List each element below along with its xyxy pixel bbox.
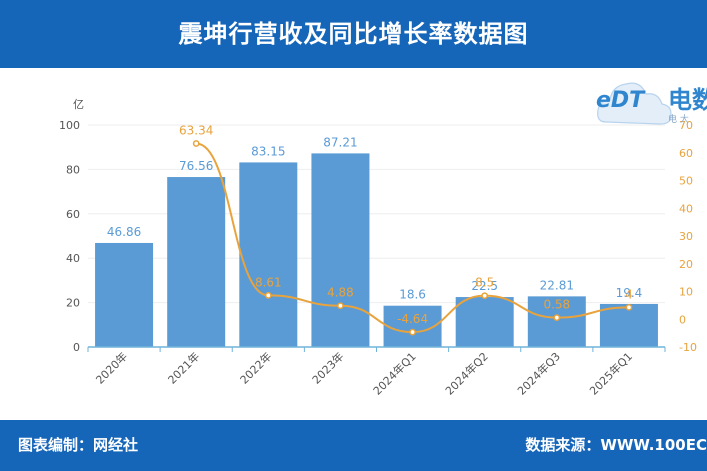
logo-subtext: 电 大 xyxy=(668,115,689,125)
x-tick-label: 2024年Q3 xyxy=(514,349,563,398)
cloud-icon xyxy=(597,82,672,125)
growth-point xyxy=(337,302,344,310)
x-tick-label: 2021年 xyxy=(165,349,202,386)
bar-value-label: 18.6 xyxy=(399,288,426,302)
growth-point xyxy=(264,292,272,299)
bar-value-label: 22.5 xyxy=(471,279,498,293)
growth-point xyxy=(553,314,561,321)
y-tick-label: 80 xyxy=(66,163,80,176)
growth-value-label: 4 xyxy=(625,287,633,301)
page-title: 震坤行营收及同比增长率数据图 xyxy=(178,20,529,48)
logo-chinese: 电数 xyxy=(668,86,707,114)
y2-tick-label: 0 xyxy=(679,313,686,326)
x-tick-label: 2020年 xyxy=(93,349,130,386)
growth-point xyxy=(481,292,489,300)
y-tick-label: 0 xyxy=(73,341,80,354)
bar-value-label: 19.4 xyxy=(616,286,643,300)
y2-tick-label: 70 xyxy=(679,119,693,132)
bar xyxy=(527,296,586,347)
bar xyxy=(383,305,442,347)
y-tick-label: 20 xyxy=(66,297,80,310)
bar-value-label: 83.15 xyxy=(251,144,285,158)
y-tick-label: 60 xyxy=(66,208,80,221)
bar xyxy=(455,297,514,347)
bar xyxy=(599,303,658,347)
header-bar: 震坤行营收及同比增长率数据图 xyxy=(0,0,707,68)
y2-tick-label: -10 xyxy=(679,341,697,354)
y2-tick-label: 50 xyxy=(679,175,693,188)
logo-brand: eDT xyxy=(596,88,645,113)
watermark-logo: eDT 电数 电 大 xyxy=(596,70,707,134)
bars xyxy=(95,153,658,347)
growth-value-label: 8.61 xyxy=(255,275,282,289)
growth-point xyxy=(625,303,633,311)
footer-bar: 图表编制：网经社 数据来源：WWW.100EC xyxy=(0,420,707,471)
y-tick-label: 40 xyxy=(66,252,80,265)
bar xyxy=(239,162,298,347)
y2-tick-label: 10 xyxy=(679,286,693,299)
growth-value-label: 63.34 xyxy=(179,123,213,137)
y-unit-label: 亿 xyxy=(73,98,84,111)
x-tick-label: 2024年Q2 xyxy=(442,349,491,398)
growth-point xyxy=(409,328,416,336)
y2-tick-label: 60 xyxy=(679,147,693,160)
footer-editor: 图表编制：网经社 xyxy=(18,436,139,454)
bar-value-label: 46.86 xyxy=(107,225,141,239)
data-labels: 46.86 76.56 83.15 87.21 18.6 22.5 22.81 19.4 63.… xyxy=(107,123,642,326)
x-tick-label: 2023年 xyxy=(309,349,346,386)
y2-tick-label: 30 xyxy=(679,230,693,243)
x-tick-label: 2022年 xyxy=(237,349,274,386)
growth-value-label: 0.58 xyxy=(543,298,570,312)
bar xyxy=(167,177,226,347)
growth-value-label: 4.88 xyxy=(327,286,354,300)
growth-point xyxy=(192,140,200,147)
bar xyxy=(311,153,370,347)
bar-value-label: 87.21 xyxy=(323,135,357,149)
bar-value-label: 76.56 xyxy=(179,159,213,173)
bar-value-label: 22.81 xyxy=(540,278,574,292)
y-tick-label: 100 xyxy=(59,119,80,132)
y2-tick-label: 20 xyxy=(679,258,693,271)
x-tick-label: 2024年Q1 xyxy=(370,349,419,398)
growth-value-label: -4.64 xyxy=(397,312,428,326)
x-tick-label: 2025年Q1 xyxy=(587,349,636,398)
bar xyxy=(95,242,154,347)
growth-line xyxy=(192,140,633,336)
footer-source: 数据来源：WWW.100EC xyxy=(525,436,707,454)
y2-tick-label: 40 xyxy=(679,202,693,215)
growth-value-label: 8.5 xyxy=(475,276,494,290)
axes: 0 20 40 60 80 100 亿 -10 0 10 20 30 40 50 60 70 2020年 2021… xyxy=(59,98,697,398)
revenue-chart: 46.86 76.56 83.15 87.21 18.6 22.5 22.81 19.4 63.… xyxy=(59,98,697,398)
